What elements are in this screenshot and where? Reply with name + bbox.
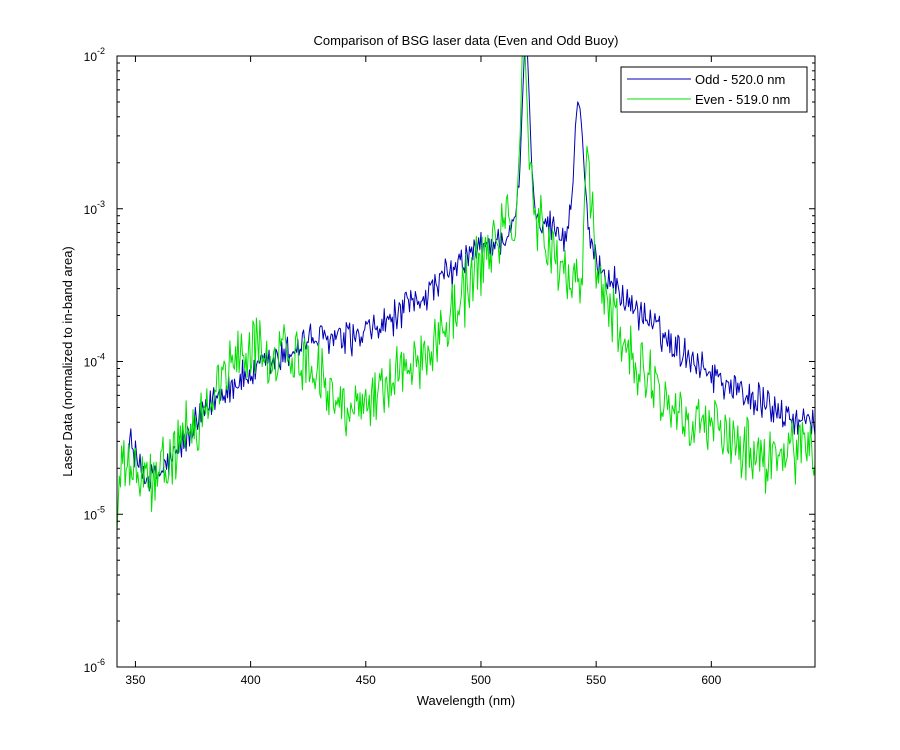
- series-layer: [117, 56, 815, 532]
- legend-label-even: Even - 519.0 nm: [695, 92, 790, 107]
- x-tick-label: 600: [701, 673, 721, 687]
- y-tick-label: 10: [84, 203, 98, 217]
- y-tick-exponent: -6: [97, 657, 105, 667]
- x-tick-label: 400: [241, 673, 261, 687]
- x-tick-label: 550: [586, 673, 606, 687]
- y-axis-title: Laser Data (normalized to in-band area): [60, 246, 75, 477]
- legend-box: [620, 66, 808, 113]
- x-tick-label: 350: [125, 673, 145, 687]
- chart-title: Comparison of BSG laser data (Even and O…: [314, 33, 619, 48]
- series-line-odd: [128, 56, 815, 492]
- series-line-even: [117, 56, 815, 532]
- legend-label-odd: Odd - 520.0 nm: [695, 72, 785, 87]
- y-tick-exponent: -3: [97, 199, 105, 209]
- y-tick-exponent: -4: [97, 352, 105, 362]
- x-tick-label: 500: [471, 673, 491, 687]
- y-tick-label: 10: [84, 661, 98, 675]
- y-tick-exponent: -2: [97, 46, 105, 56]
- y-tick-exponent: -5: [97, 504, 105, 514]
- y-tick-label: 10: [84, 508, 98, 522]
- legend: Odd - 520.0 nm Even - 519.0 nm: [620, 66, 808, 113]
- y-tick-label: 10: [84, 50, 98, 64]
- y-tick-label: 10: [84, 356, 98, 370]
- x-axis-title: Wavelength (nm): [417, 693, 516, 708]
- x-tick-label: 450: [356, 673, 376, 687]
